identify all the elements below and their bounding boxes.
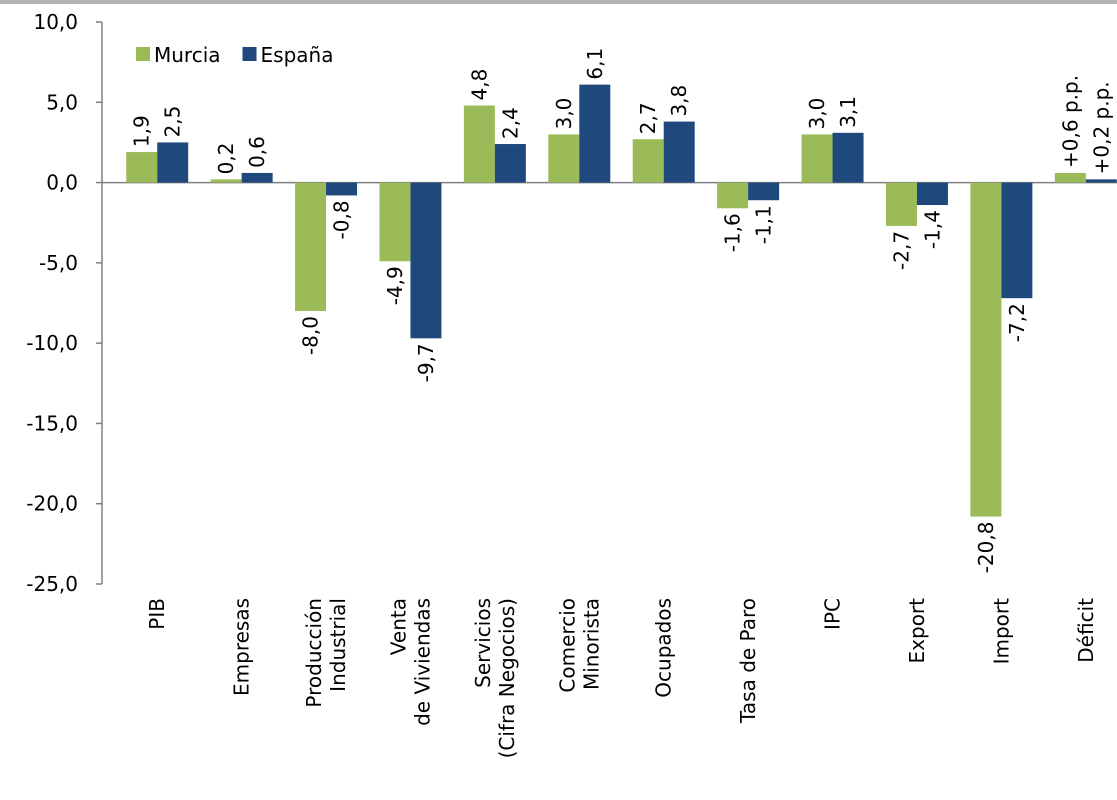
data-label: 3,8 — [667, 85, 691, 117]
data-label: 2,7 — [636, 102, 660, 134]
y-tick-label: 10,0 — [33, 10, 78, 34]
data-label: +0,6 p.p. — [1058, 75, 1082, 168]
x-tick-label: Ocupados — [652, 598, 676, 698]
data-label: +0,2 p.p. — [1089, 81, 1113, 174]
data-label: -1,1 — [752, 205, 776, 244]
data-label: -20,8 — [974, 522, 998, 574]
x-tick-label: Venta — [386, 598, 410, 655]
data-label: -4,9 — [383, 266, 407, 305]
data-label: 2,5 — [161, 106, 185, 138]
bar — [1054, 172, 1086, 183]
data-label: 3,1 — [836, 96, 860, 128]
x-tick-label: Producción — [302, 598, 326, 708]
data-label: 3,0 — [805, 98, 829, 130]
y-tick-label: -10,0 — [26, 331, 78, 355]
x-tick-label: IPC — [821, 598, 845, 630]
data-label: -2,7 — [889, 231, 913, 270]
legend-swatch — [136, 47, 150, 61]
top-border — [0, 0, 1117, 4]
x-tick-label: (Cifra Negocios) — [495, 598, 519, 758]
data-label: -8,0 — [299, 316, 323, 355]
data-label: 0,2 — [214, 143, 238, 175]
y-tick-label: -15,0 — [26, 411, 78, 435]
x-tick-label: Tasa de Paro — [736, 598, 760, 724]
bar — [579, 84, 611, 183]
y-tick-label: -25,0 — [26, 572, 78, 596]
x-tick-label: Minorista — [579, 598, 603, 690]
x-tick-label: Import — [989, 598, 1013, 665]
data-label: -1,6 — [721, 213, 745, 252]
data-label: 2,4 — [498, 107, 522, 139]
data-label: 1,9 — [130, 115, 154, 147]
data-label: -9,7 — [414, 343, 438, 382]
bar — [832, 132, 864, 183]
bar — [463, 105, 495, 183]
legend-label: Murcia — [154, 43, 221, 67]
bar — [885, 182, 917, 226]
data-label: -1,4 — [920, 210, 944, 249]
legend-label: España — [261, 43, 334, 67]
bar — [717, 182, 749, 209]
bar — [494, 144, 526, 183]
data-label: -7,2 — [1005, 303, 1029, 342]
x-tick-label: de Viviendas — [410, 598, 434, 726]
bar — [157, 142, 189, 183]
x-tick-label: Empresas — [230, 598, 254, 696]
bar — [410, 182, 442, 339]
bar — [632, 139, 664, 183]
bar — [801, 134, 833, 183]
data-label: 4,8 — [467, 69, 491, 101]
bar — [241, 172, 273, 183]
y-tick-label: -5,0 — [39, 251, 78, 275]
bar — [748, 182, 780, 201]
bar — [1001, 182, 1033, 299]
bar — [663, 121, 695, 183]
bar — [916, 182, 948, 206]
bar — [970, 182, 1002, 517]
data-label: 6,1 — [583, 48, 607, 80]
y-tick-label: -20,0 — [26, 492, 78, 516]
bar — [379, 182, 411, 262]
x-tick-label: Servicios — [471, 598, 495, 688]
bar — [126, 152, 158, 183]
x-tick-label: Industrial — [326, 598, 350, 692]
x-tick-label: Déficit — [1074, 598, 1098, 663]
bar — [326, 182, 358, 196]
y-tick-label: 0,0 — [46, 171, 78, 195]
bar — [1085, 179, 1117, 183]
x-tick-label: Export — [905, 598, 929, 664]
legend-swatch — [242, 47, 257, 61]
data-label: 3,0 — [552, 98, 576, 130]
data-label: -0,8 — [330, 200, 354, 239]
bar — [295, 182, 327, 312]
bar — [548, 134, 580, 183]
x-tick-label: Comercio — [555, 598, 579, 693]
y-tick-label: 5,0 — [46, 90, 78, 114]
data-label: 0,6 — [245, 136, 269, 168]
x-tick-label: PIB — [145, 598, 169, 630]
bar — [210, 179, 242, 183]
